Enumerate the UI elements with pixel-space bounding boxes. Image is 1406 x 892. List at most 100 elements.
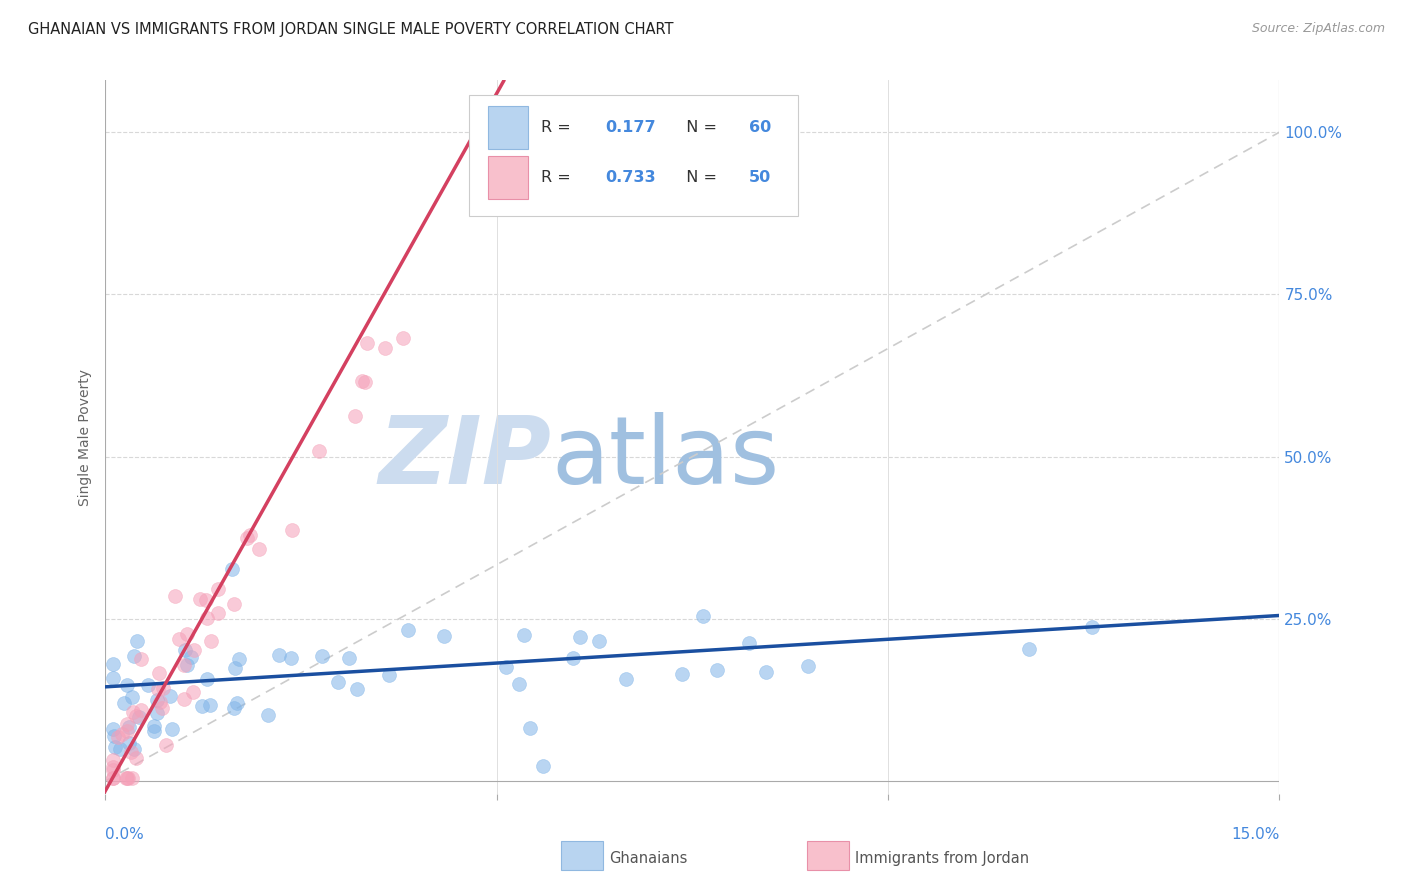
Point <box>125 634 148 648</box>
Point <box>103 671 125 685</box>
Point <box>396 623 419 637</box>
Point <box>120 745 142 759</box>
Point <box>281 523 304 537</box>
Point <box>356 335 378 350</box>
Point <box>280 651 302 665</box>
Text: atlas: atlas <box>551 412 780 505</box>
Point <box>121 690 143 705</box>
Point <box>125 709 148 723</box>
Text: 50: 50 <box>749 169 770 185</box>
FancyBboxPatch shape <box>488 106 529 149</box>
Point <box>221 562 243 576</box>
Text: R =: R = <box>541 120 576 135</box>
Point <box>235 531 257 545</box>
Point <box>152 681 174 696</box>
Point <box>374 341 396 355</box>
Point <box>103 657 125 672</box>
Point <box>706 663 728 677</box>
Text: Ghanaians: Ghanaians <box>609 851 688 865</box>
Point <box>224 597 246 611</box>
Point <box>224 661 246 675</box>
Point <box>165 589 187 603</box>
Point <box>176 627 198 641</box>
Text: ZIP: ZIP <box>378 412 551 505</box>
Point <box>308 444 330 458</box>
Text: 60: 60 <box>749 120 770 135</box>
Point <box>671 666 693 681</box>
Point <box>222 701 245 715</box>
Point <box>103 763 125 777</box>
Point <box>194 593 217 607</box>
Point <box>267 648 290 662</box>
Text: 15.0%: 15.0% <box>1232 827 1279 841</box>
Point <box>160 722 183 736</box>
Point <box>115 717 138 731</box>
Point <box>531 759 554 773</box>
Point <box>103 771 125 785</box>
Text: N =: N = <box>676 169 723 185</box>
Point <box>146 682 169 697</box>
Point <box>110 727 132 741</box>
Point <box>104 739 127 754</box>
Point <box>190 591 212 606</box>
Point <box>183 643 205 657</box>
Point <box>433 629 456 643</box>
Point <box>352 374 374 388</box>
Point <box>103 722 125 736</box>
Point <box>108 742 131 756</box>
Point <box>519 722 541 736</box>
Point <box>125 751 148 765</box>
Point <box>247 542 270 557</box>
Text: Immigrants from Jordan: Immigrants from Jordan <box>855 851 1029 865</box>
Point <box>131 703 153 717</box>
Point <box>513 628 536 642</box>
Point <box>257 708 280 723</box>
Point <box>167 632 190 646</box>
Y-axis label: Single Male Poverty: Single Male Poverty <box>79 368 93 506</box>
Point <box>173 658 195 673</box>
Point <box>122 705 145 719</box>
Point <box>344 409 367 423</box>
Point <box>755 665 778 680</box>
Point <box>115 678 138 692</box>
Point <box>1081 620 1104 634</box>
Point <box>103 760 125 774</box>
Text: Source: ZipAtlas.com: Source: ZipAtlas.com <box>1251 22 1385 36</box>
Text: 0.177: 0.177 <box>606 120 657 135</box>
Point <box>392 331 415 345</box>
Point <box>239 528 262 542</box>
Point <box>150 701 173 715</box>
Point <box>692 609 714 624</box>
Point <box>378 668 401 682</box>
Point <box>181 685 204 699</box>
Point <box>173 691 195 706</box>
Point <box>118 736 141 750</box>
Point <box>328 675 350 690</box>
Text: 0.0%: 0.0% <box>105 827 145 841</box>
Point <box>174 643 197 657</box>
Point <box>103 753 125 767</box>
Point <box>200 698 222 713</box>
Point <box>738 636 761 650</box>
Point <box>114 771 136 785</box>
Text: N =: N = <box>676 120 723 135</box>
FancyBboxPatch shape <box>470 95 799 216</box>
Point <box>122 648 145 663</box>
Point <box>207 582 229 597</box>
Point <box>155 738 177 752</box>
FancyBboxPatch shape <box>488 156 529 199</box>
Point <box>226 696 249 710</box>
Point <box>588 634 610 648</box>
Point <box>115 771 138 785</box>
Point <box>353 375 375 389</box>
Point <box>103 730 125 744</box>
Point <box>207 606 229 620</box>
Point <box>145 693 167 707</box>
Text: GHANAIAN VS IMMIGRANTS FROM JORDAN SINGLE MALE POVERTY CORRELATION CHART: GHANAIAN VS IMMIGRANTS FROM JORDAN SINGL… <box>28 22 673 37</box>
Point <box>122 741 145 756</box>
Point <box>118 720 141 734</box>
Point <box>136 678 159 692</box>
Point <box>200 633 222 648</box>
Point <box>337 651 360 665</box>
Point <box>495 660 517 674</box>
